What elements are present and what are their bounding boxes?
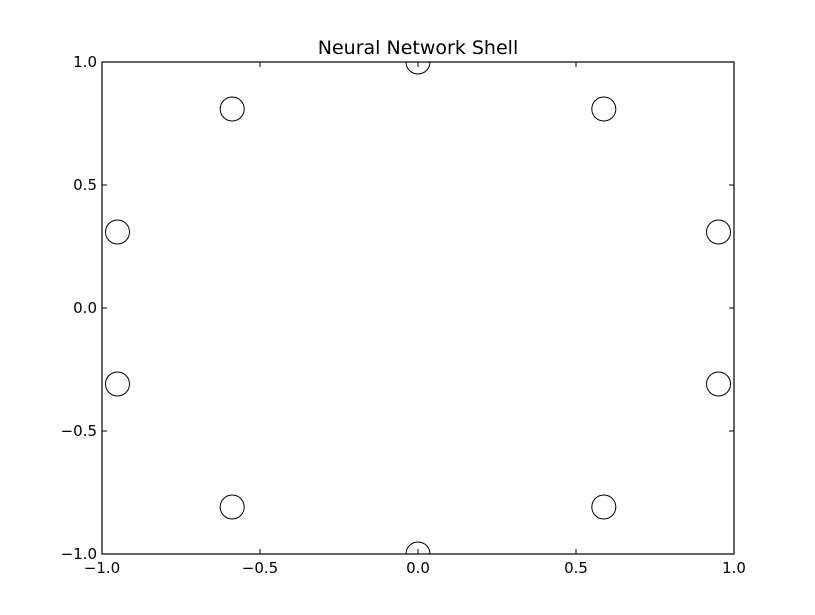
- x-tick-label: 0.5: [564, 559, 588, 577]
- x-tick-label: 0.0: [406, 559, 430, 577]
- chart-title: Neural Network Shell: [318, 37, 518, 59]
- plot-area-frame: [101, 61, 735, 555]
- data-point: [405, 541, 431, 554]
- y-tick-label: 1.0: [73, 53, 97, 71]
- y-tick-label: −1.0: [61, 545, 97, 563]
- data-point: [591, 494, 617, 520]
- data-point: [219, 96, 245, 122]
- data-point: [104, 219, 130, 245]
- data-points: [104, 62, 732, 554]
- data-point: [104, 371, 130, 397]
- axis-ticks: −1.0 −0.5 0.0 0.5 1.0 −1.0 −0.5 0.0 0.5 1.0: [61, 53, 746, 577]
- x-tick-label: −1.0: [84, 559, 120, 577]
- data-point: [405, 62, 431, 75]
- y-tick-label: 0.5: [73, 176, 97, 194]
- data-point: [706, 219, 732, 245]
- data-point: [219, 494, 245, 520]
- data-point: [591, 96, 617, 122]
- y-tick-label: −0.5: [61, 422, 97, 440]
- x-tick-label: −0.5: [242, 559, 278, 577]
- y-tick-label: 0.0: [73, 299, 97, 317]
- x-tick-label: 1.0: [722, 559, 746, 577]
- data-point: [706, 371, 732, 397]
